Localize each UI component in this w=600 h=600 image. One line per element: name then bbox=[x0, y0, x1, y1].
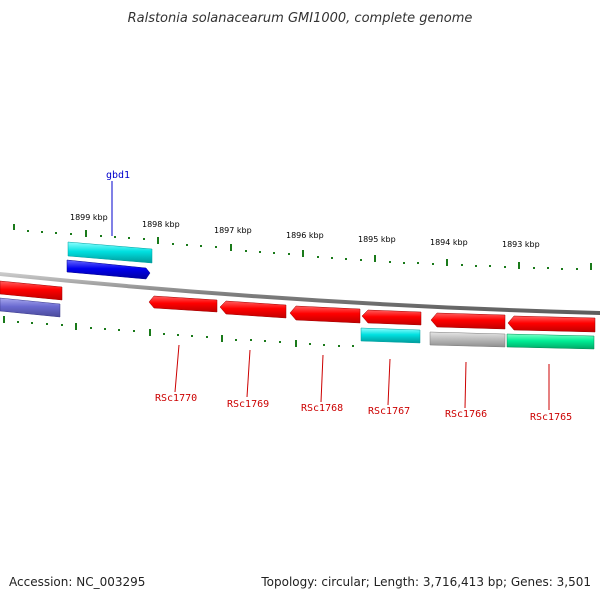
scale-label-1894: 1894 kbp bbox=[430, 238, 468, 247]
genome-backbone bbox=[0, 272, 600, 315]
gene-label-RSc1769[interactable]: RSc1769 bbox=[227, 399, 269, 410]
gene-RSc1766-gray[interactable] bbox=[429, 331, 506, 348]
scale-labels: 1899 kbp 1898 kbp 1897 kbp 1896 kbp 1895… bbox=[70, 213, 540, 249]
gene-label-RSc1768[interactable]: RSc1768 bbox=[301, 403, 343, 414]
scale-label-1896: 1896 kbp bbox=[286, 231, 324, 240]
gene-label-RSc1770[interactable]: RSc1770 bbox=[155, 393, 197, 404]
scale-label-1895: 1895 kbp bbox=[358, 235, 396, 244]
gene-RSc1766-red[interactable] bbox=[430, 312, 506, 330]
scale-label-1899: 1899 kbp bbox=[70, 213, 108, 222]
accession-text: Accession: NC_003295 bbox=[9, 575, 145, 589]
gene-RSc1765-green[interactable] bbox=[506, 333, 595, 350]
gene-RSc1765-red[interactable] bbox=[507, 315, 596, 333]
lower-scale-ticks bbox=[3, 316, 354, 347]
gene-label-leaders bbox=[111, 181, 550, 410]
gene-gbd1-cyan[interactable] bbox=[67, 241, 153, 264]
gene-RSc1769[interactable] bbox=[219, 300, 287, 319]
gene-label-gbd1[interactable]: gbd1 bbox=[106, 170, 130, 181]
gene-RSc1767-cyan[interactable] bbox=[360, 327, 421, 344]
upper-scale-ticks bbox=[13, 224, 592, 270]
gene-label-RSc1767[interactable]: RSc1767 bbox=[368, 406, 410, 417]
topology-text: Topology: circular; Length: 3,716,413 bp… bbox=[260, 575, 591, 589]
gene-gbd1-blue[interactable] bbox=[66, 259, 151, 280]
gene-RSc1770[interactable] bbox=[148, 295, 218, 313]
gene-RSc1767-red[interactable] bbox=[361, 309, 422, 326]
scale-label-1898: 1898 kbp bbox=[142, 220, 180, 229]
map-title: Ralstonia solanacearum GMI1000, complete… bbox=[128, 11, 473, 26]
scale-label-1893: 1893 kbp bbox=[502, 240, 540, 249]
gene-left-red[interactable] bbox=[0, 280, 63, 301]
gene-label-RSc1766[interactable]: RSc1766 bbox=[445, 409, 487, 420]
scale-label-1897: 1897 kbp bbox=[214, 226, 252, 235]
gene-left-slate[interactable] bbox=[0, 297, 61, 318]
gene-label-RSc1765[interactable]: RSc1765 bbox=[530, 412, 572, 423]
gene-RSc1768[interactable] bbox=[289, 305, 361, 324]
